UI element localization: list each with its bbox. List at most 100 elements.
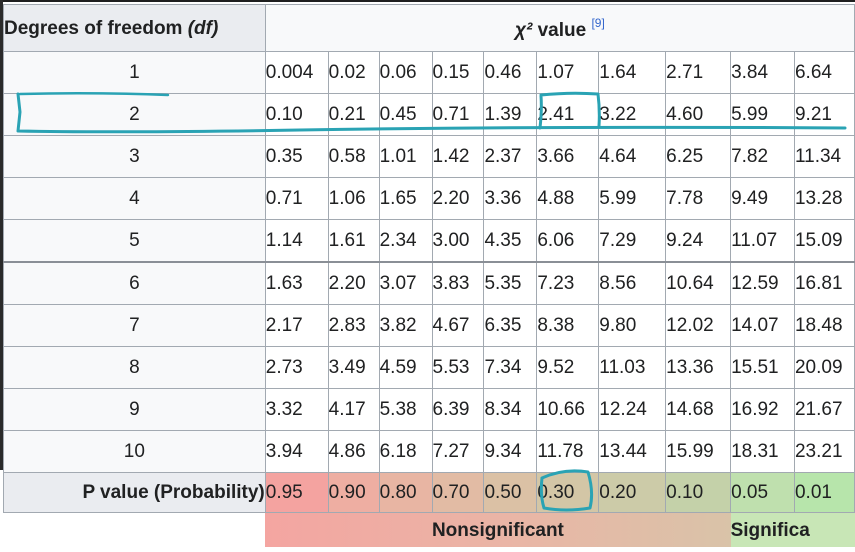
chi-value-cell: 3.94 — [264, 430, 329, 473]
p-value-label: P value (Probability) — [3, 472, 266, 513]
nonsignificant-band: Nonsignificant — [265, 512, 731, 547]
chi-value-cell: 4.67 — [431, 304, 485, 347]
chi-value-label: value — [537, 19, 587, 41]
chi-value-cell: 3.00 — [431, 219, 485, 263]
chi-value-cell: 18.48 — [793, 304, 855, 347]
chi-value-cell: 9.34 — [483, 430, 538, 473]
chi-value-cell: 9.24 — [665, 219, 732, 263]
chi-value-cell: 9.21 — [793, 93, 855, 136]
chi-value-cell: 21.67 — [793, 388, 855, 431]
chi-value-cell: 0.21 — [327, 93, 380, 136]
chi-value-cell: 12.02 — [665, 304, 732, 347]
chi-value-cell: 6.25 — [665, 135, 732, 178]
p-value-cell: 0.30 — [536, 472, 600, 513]
chi-value-cell: 2.20 — [431, 177, 485, 220]
table-row: 2 0.10 0.21 0.45 0.71 1.39 2.41 3.22 4.60 5.99 9.2… — [3, 93, 855, 136]
chi-value-cell: 1.42 — [431, 135, 485, 178]
chi-value-cell: 2.83 — [327, 304, 380, 347]
chi-value-cell: 5.99 — [730, 93, 795, 136]
chi-value-cell: 16.81 — [793, 261, 855, 305]
chi-value-cell: 9.80 — [598, 304, 667, 347]
chi-value-cell: 3.49 — [327, 346, 380, 389]
chi-value-cell: 14.07 — [730, 304, 795, 347]
table-row: 4 0.71 1.06 1.65 2.20 3.36 4.88 5.99 7.78 9.49 13.… — [3, 177, 855, 220]
df-column-header: Degrees of freedom (df) — [3, 4, 266, 52]
chi-value-cell: 6.18 — [378, 430, 433, 473]
df-cell: 5 — [3, 219, 266, 263]
chi-value-cell: 7.34 — [483, 346, 538, 389]
chi-square-table: Degrees of freedom (df) χ² value [9] 1 0.… — [3, 4, 855, 547]
chi-value-cell: 3.83 — [431, 261, 485, 305]
df-cell: 10 — [3, 430, 266, 473]
table-row: 3 0.35 0.58 1.01 1.42 2.37 3.66 4.64 6.25 7.82 11.… — [3, 135, 855, 178]
p-value-cell: 0.80 — [378, 472, 433, 513]
chi-value-cell: 3.32 — [264, 388, 329, 431]
chi-value-cell: 0.004 — [264, 51, 329, 94]
chi-value-cell: 10.64 — [665, 261, 732, 305]
p-value-cell: 0.05 — [730, 472, 795, 513]
chi-value-cell: 0.15 — [431, 51, 485, 94]
chi-value-cell: 11.34 — [793, 135, 855, 178]
table-row: 9 3.32 4.17 5.38 6.39 8.34 10.66 12.24 14.68 16.9… — [3, 388, 855, 431]
table-row: 8 2.73 3.49 4.59 5.53 7.34 9.52 11.03 13.36 15.51… — [3, 346, 855, 389]
p-value-row: P value (Probability) 0.95 0.90 0.80 0.70 0.5… — [3, 472, 855, 513]
chi-squared-symbol: χ² — [514, 19, 533, 41]
chi-value-cell: 11.07 — [730, 219, 795, 263]
chi-value-cell: 0.71 — [431, 93, 485, 136]
chi-value-cell: 3.36 — [483, 177, 538, 220]
chi-value-cell: 1.63 — [264, 261, 329, 305]
chi-value-cell: 9.52 — [536, 346, 600, 389]
df-cell: 2 — [3, 93, 266, 136]
df-cell: 6 — [3, 261, 266, 305]
chi-value-cell: 0.71 — [264, 177, 329, 220]
chi-value-cell: 11.03 — [598, 346, 667, 389]
chi-value-cell: 7.29 — [598, 219, 667, 263]
chi-value-cell: 1.39 — [483, 93, 538, 136]
df-cell: 3 — [3, 135, 266, 178]
chi-value-cell: 0.45 — [378, 93, 433, 136]
chi-value-cell: 12.24 — [598, 388, 667, 431]
chi-value-cell: 11.78 — [536, 430, 600, 473]
chi-value-cell: 0.35 — [264, 135, 329, 178]
chi-value-cell: 15.51 — [730, 346, 795, 389]
chi-value-cell: 6.64 — [793, 51, 855, 94]
table-row: 7 2.17 2.83 3.82 4.67 6.35 8.38 9.80 12.02 14.07 1… — [3, 304, 855, 347]
chi-value-cell: 0.46 — [483, 51, 538, 94]
chi-value-cell: 14.68 — [665, 388, 732, 431]
chi-value-cell: 4.59 — [378, 346, 433, 389]
chi-value-cell: 7.27 — [431, 430, 485, 473]
chi-value-cell: 4.86 — [327, 430, 380, 473]
top-border — [0, 0, 855, 2]
chi-value-cell: 5.35 — [483, 261, 538, 305]
df-header-label: Degrees of freedom — [4, 17, 183, 39]
header-row: Degrees of freedom (df) χ² value [9] — [3, 4, 855, 52]
df-cell: 7 — [3, 304, 266, 347]
significant-band: Significa — [730, 512, 855, 547]
chi-value-cell: 1.14 — [264, 219, 329, 263]
chi-value-cell: 2.17 — [264, 304, 329, 347]
chi-value-cell: 2.41 — [536, 93, 600, 136]
chi-value-cell: 2.37 — [483, 135, 538, 178]
table-row: 1 0.004 0.02 0.06 0.15 0.46 1.07 1.64 2.71 3.84 6.… — [3, 51, 855, 94]
chi-value-cell: 4.17 — [327, 388, 380, 431]
chi-value-cell: 18.31 — [730, 430, 795, 473]
chi-value-cell: 1.07 — [536, 51, 600, 94]
df-cell: 9 — [3, 388, 266, 431]
significance-row: Nonsignificant Significa — [3, 512, 855, 547]
chi-value-cell: 0.06 — [378, 51, 433, 94]
chi-square-value-header: χ² value [9] — [264, 4, 855, 52]
table-row: 6 1.63 2.20 3.07 3.83 5.35 7.23 8.56 10.64 12.59 1… — [3, 261, 855, 305]
chi-value-cell: 1.06 — [327, 177, 380, 220]
chi-value-cell: 15.09 — [793, 219, 855, 263]
chi-value-cell: 2.71 — [665, 51, 732, 94]
table-row: 10 3.94 4.86 6.18 7.27 9.34 11.78 13.44 15.99 18.… — [3, 430, 855, 473]
significance-blank-cell — [3, 512, 266, 547]
chi-value-cell: 1.64 — [598, 51, 667, 94]
df-cell: 8 — [3, 346, 266, 389]
chi-value-cell: 5.99 — [598, 177, 667, 220]
chi-value-cell: 0.02 — [327, 51, 380, 94]
p-value-cell: 0.90 — [327, 472, 380, 513]
chi-value-cell: 23.21 — [793, 430, 855, 473]
reference-link[interactable]: [9] — [591, 15, 605, 30]
chi-value-cell: 8.56 — [598, 261, 667, 305]
